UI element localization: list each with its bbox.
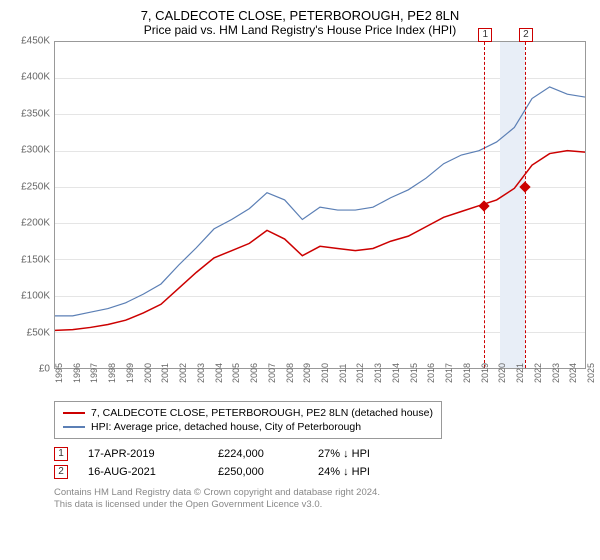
chart-container: 7, CALDECOTE CLOSE, PETERBOROUGH, PE2 8L…	[0, 0, 600, 512]
transaction-row: 1 17-APR-2019 £224,000 27% ↓ HPI	[54, 445, 590, 463]
x-tick: 2000	[143, 363, 153, 383]
x-tick: 2017	[444, 363, 454, 383]
transaction-diff: 27% ↓ HPI	[318, 448, 370, 460]
x-tick: 2004	[214, 363, 224, 383]
y-tick: £250K	[21, 181, 50, 192]
x-tick: 1997	[89, 363, 99, 383]
x-tick: 2016	[426, 363, 436, 383]
titles: 7, CALDECOTE CLOSE, PETERBOROUGH, PE2 8L…	[10, 8, 590, 37]
x-tick: 1996	[72, 363, 82, 383]
footer-line-2: This data is licensed under the Open Gov…	[54, 499, 590, 511]
x-tick: 2009	[302, 363, 312, 383]
y-tick: £450K	[21, 36, 50, 47]
x-tick: 2007	[267, 363, 277, 383]
x-tick: 2005	[231, 363, 241, 383]
x-tick: 2019	[480, 363, 490, 383]
x-tick: 2011	[338, 364, 348, 383]
legend-swatch	[63, 426, 85, 428]
series-line	[55, 151, 585, 331]
x-tick: 2006	[249, 363, 259, 383]
y-tick: £200K	[21, 218, 50, 229]
footer-line-1: Contains HM Land Registry data © Crown c…	[54, 487, 590, 499]
vertical-marker: 2	[525, 42, 526, 368]
x-tick: 2021	[515, 363, 525, 383]
x-tick: 2010	[320, 363, 330, 383]
y-tick: £150K	[21, 254, 50, 265]
x-tick: 2025	[586, 363, 596, 383]
chart-title: 7, CALDECOTE CLOSE, PETERBOROUGH, PE2 8L…	[10, 8, 590, 23]
transaction-date: 17-APR-2019	[88, 448, 198, 460]
x-tick: 1995	[54, 363, 64, 383]
legend-label: HPI: Average price, detached house, City…	[91, 421, 361, 433]
legend-item: 7, CALDECOTE CLOSE, PETERBOROUGH, PE2 8L…	[63, 406, 433, 420]
x-tick: 2012	[355, 363, 365, 383]
transaction-date: 16-AUG-2021	[88, 466, 198, 478]
transactions-table: 1 17-APR-2019 £224,000 27% ↓ HPI 2 16-AUG-202…	[54, 445, 590, 481]
x-tick: 2001	[160, 363, 170, 383]
x-tick: 2018	[462, 363, 472, 383]
legend: 7, CALDECOTE CLOSE, PETERBOROUGH, PE2 8L…	[54, 401, 442, 439]
y-tick: £50K	[27, 327, 50, 338]
vertical-marker-label: 1	[478, 28, 492, 42]
x-tick: 2002	[178, 363, 188, 383]
x-tick: 1999	[125, 363, 135, 383]
plot-area: 12	[54, 41, 586, 369]
x-tick: 2024	[568, 363, 578, 383]
x-tick: 1998	[107, 363, 117, 383]
y-tick: £300K	[21, 145, 50, 156]
x-tick: 2013	[373, 363, 383, 383]
x-tick: 2020	[497, 363, 507, 383]
legend-item: HPI: Average price, detached house, City…	[63, 420, 433, 434]
legend-swatch	[63, 412, 85, 414]
y-tick: £350K	[21, 108, 50, 119]
transaction-badge: 2	[54, 465, 68, 479]
transaction-badge: 1	[54, 447, 68, 461]
x-tick: 2008	[285, 363, 295, 383]
chart-subtitle: Price paid vs. HM Land Registry's House …	[10, 23, 590, 37]
x-tick: 2014	[391, 363, 401, 383]
transaction-price: £224,000	[218, 448, 298, 460]
x-tick: 2023	[551, 363, 561, 383]
y-tick: £400K	[21, 72, 50, 83]
transaction-price: £250,000	[218, 466, 298, 478]
x-axis: 1995199619971998199920002001200220032004…	[54, 369, 586, 391]
legend-label: 7, CALDECOTE CLOSE, PETERBOROUGH, PE2 8L…	[91, 407, 433, 419]
y-tick: £100K	[21, 291, 50, 302]
series-line	[55, 87, 585, 316]
y-axis: £0 £50K £100K £150K £200K £250K £300K £350K £400…	[10, 41, 54, 391]
plot-outer: £0 £50K £100K £150K £200K £250K £300K £350K £400…	[10, 41, 590, 391]
x-tick: 2003	[196, 363, 206, 383]
x-tick: 2015	[409, 363, 419, 383]
transaction-row: 2 16-AUG-2021 £250,000 24% ↓ HPI	[54, 463, 590, 481]
vertical-marker-label: 2	[519, 28, 533, 42]
y-tick: £0	[39, 364, 50, 375]
transaction-diff: 24% ↓ HPI	[318, 466, 370, 478]
footer: Contains HM Land Registry data © Crown c…	[54, 487, 590, 512]
x-tick: 2022	[533, 363, 543, 383]
line-svg	[55, 42, 585, 368]
